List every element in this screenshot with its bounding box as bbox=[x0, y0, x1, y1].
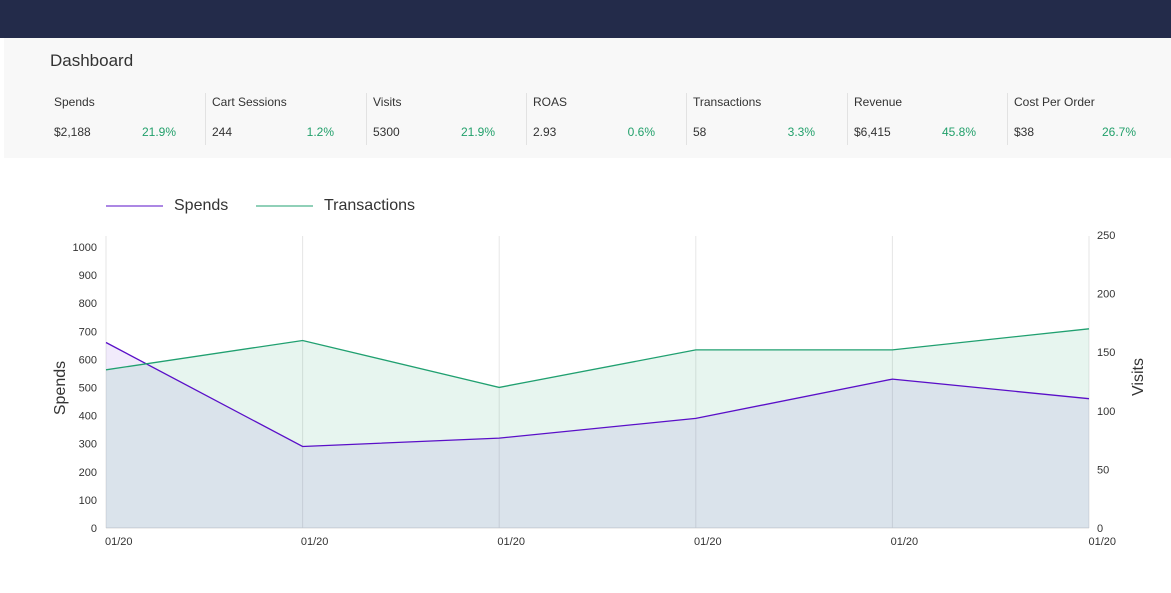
x-tick-label: 01/20 bbox=[301, 536, 329, 548]
y-tick-label: 200 bbox=[79, 467, 97, 479]
x-tick-label: 01/20 bbox=[1088, 536, 1116, 548]
metric-label: Cart Sessions bbox=[212, 95, 287, 109]
chart-legend[interactable]: Spends Transactions bbox=[106, 197, 415, 214]
metric-change: 45.8% bbox=[942, 125, 976, 139]
x-tick-label: 01/20 bbox=[694, 536, 722, 548]
metric-label: Visits bbox=[373, 95, 401, 109]
metric-change: 3.3% bbox=[788, 125, 815, 139]
metric-value: $6,415 bbox=[854, 125, 891, 139]
spends-transactions-chart: Spends Transactions 01002003004005006007… bbox=[0, 175, 1171, 588]
y-tick-label: 600 bbox=[79, 354, 97, 366]
metric-value: 58 bbox=[693, 125, 706, 139]
y-tick-label: 0 bbox=[91, 523, 97, 535]
y-tick-label: 500 bbox=[79, 383, 97, 395]
x-axis: 01/20 01/20 01/20 01/20 01/20 01/20 bbox=[105, 536, 1116, 548]
metric-value: $2,188 bbox=[54, 125, 91, 139]
x-tick-label: 01/20 bbox=[891, 536, 919, 548]
y-right-tick-label: 0 bbox=[1097, 523, 1103, 535]
y-right-tick-label: 200 bbox=[1097, 289, 1115, 301]
metric-transactions[interactable]: Transactions 58 3.3% bbox=[686, 93, 847, 145]
y-tick-label: 800 bbox=[79, 298, 97, 310]
y-axis-left: 0 100 200 300 400 500 600 700 800 900 1000 bbox=[73, 242, 97, 535]
metric-label: Spends bbox=[54, 95, 95, 109]
y-tick-label: 100 bbox=[79, 495, 97, 507]
metric-cost-per-order[interactable]: Cost Per Order $38 26.7% bbox=[1007, 93, 1168, 145]
y-axis-right: 0 50 100 150 200 250 bbox=[1097, 230, 1115, 535]
legend-label-transactions: Transactions bbox=[324, 197, 415, 214]
y-axis-left-title: Spends bbox=[52, 361, 69, 415]
y-tick-label: 300 bbox=[79, 439, 97, 451]
y-tick-label: 900 bbox=[79, 270, 97, 282]
x-tick-label: 01/20 bbox=[105, 536, 133, 548]
y-tick-label: 1000 bbox=[73, 242, 97, 254]
metric-value: 244 bbox=[212, 125, 232, 139]
metric-revenue[interactable]: Revenue $6,415 45.8% bbox=[847, 93, 1008, 145]
y-right-tick-label: 250 bbox=[1097, 230, 1115, 242]
metric-label: Transactions bbox=[693, 95, 761, 109]
metric-spends[interactable]: Spends $2,188 21.9% bbox=[48, 93, 208, 145]
metric-change: 21.9% bbox=[142, 125, 176, 139]
metrics-row: Spends $2,188 21.9% Cart Sessions 244 1.… bbox=[4, 93, 1171, 145]
metric-value: 2.93 bbox=[533, 125, 556, 139]
metric-value: $38 bbox=[1014, 125, 1034, 139]
metric-change: 21.9% bbox=[461, 125, 495, 139]
metric-label: ROAS bbox=[533, 95, 567, 109]
page-title: Dashboard bbox=[50, 51, 133, 71]
y-right-tick-label: 100 bbox=[1097, 406, 1115, 418]
metric-change: 26.7% bbox=[1102, 125, 1136, 139]
y-right-tick-label: 50 bbox=[1097, 464, 1109, 476]
metric-change: 1.2% bbox=[307, 125, 334, 139]
y-right-tick-label: 150 bbox=[1097, 347, 1115, 359]
metric-value: 5300 bbox=[373, 125, 400, 139]
metric-label: Cost Per Order bbox=[1014, 95, 1095, 109]
metric-roas[interactable]: ROAS 2.93 0.6% bbox=[526, 93, 687, 145]
top-navigation-bar bbox=[0, 0, 1171, 38]
dashboard-summary-panel: Dashboard Spends $2,188 21.9% Cart Sessi… bbox=[4, 38, 1171, 158]
metric-cart-sessions[interactable]: Cart Sessions 244 1.2% bbox=[205, 93, 366, 145]
y-tick-label: 700 bbox=[79, 326, 97, 338]
metric-label: Revenue bbox=[854, 95, 902, 109]
y-tick-label: 400 bbox=[79, 411, 97, 423]
legend-label-spends: Spends bbox=[174, 197, 228, 214]
metric-change: 0.6% bbox=[628, 125, 655, 139]
y-axis-right-title: Visits bbox=[1130, 358, 1147, 396]
metric-visits[interactable]: Visits 5300 21.9% bbox=[366, 93, 527, 145]
x-tick-label: 01/20 bbox=[497, 536, 525, 548]
